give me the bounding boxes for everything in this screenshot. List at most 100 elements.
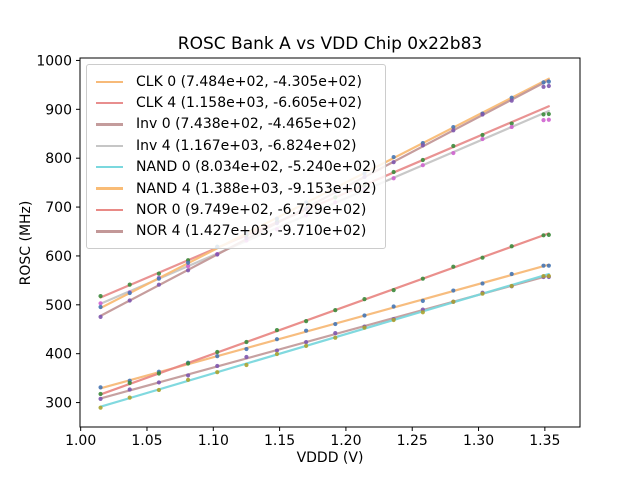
data-point-inv-0 xyxy=(244,354,249,360)
data-point-clk-4 xyxy=(541,112,546,117)
data-point-nand-4 xyxy=(451,124,456,130)
data-point-clk-0 xyxy=(98,385,103,390)
data-point-clk-0 xyxy=(420,298,425,304)
data-point-nor-4 xyxy=(541,84,546,89)
legend-entry-inv-0: Inv 0 (7.438e+02, -4.465e+02) xyxy=(94,114,376,135)
legend-entry-nor-4: NOR 4 (1.427e+03, -9.710e+02) xyxy=(94,221,376,242)
data-point-inv-4 xyxy=(98,301,103,306)
data-point-nor-4 xyxy=(451,128,456,133)
data-point-nor-0 xyxy=(274,327,280,333)
data-point-nor-4 xyxy=(420,143,425,148)
data-point-inv-0 xyxy=(127,387,132,392)
data-point-clk-0 xyxy=(333,321,338,327)
data-point-clk-0 xyxy=(215,354,220,359)
data-point-clk-0 xyxy=(509,271,514,277)
data-point-inv-0 xyxy=(98,396,103,401)
data-point-nand-4 xyxy=(391,154,396,160)
x-tick-label: 1.15 xyxy=(264,433,295,449)
data-point-nor-0 xyxy=(391,288,396,293)
x-tick-label: 1.35 xyxy=(529,433,560,449)
legend-entry-label: NAND 0 (8.034e+02, -5.240e+02) xyxy=(136,159,377,176)
data-point-nor-4 xyxy=(185,268,191,273)
data-point-nor-0 xyxy=(98,391,103,397)
data-point-nor-0 xyxy=(362,297,367,302)
data-point-inv-0 xyxy=(156,380,162,385)
data-point-nand-0 xyxy=(127,395,132,400)
data-point-nor-0 xyxy=(304,318,309,324)
data-point-nand-0 xyxy=(304,343,309,348)
data-point-nand-0 xyxy=(391,317,396,323)
x-tick-label: 1.30 xyxy=(463,433,494,449)
y-tick-label: 400 xyxy=(45,347,72,363)
legend-line-swatch xyxy=(96,230,123,233)
data-point-clk-0 xyxy=(451,288,456,293)
data-point-inv-0 xyxy=(274,348,280,353)
y-tick-label: 800 xyxy=(45,151,72,167)
legend-box: CLK 0 (7.484e+02, -4.305e+02) CLK 4 (1.15… xyxy=(86,64,387,250)
data-point-nand-4 xyxy=(546,79,551,84)
legend-entry-label: Inv 0 (7.438e+02, -4.465e+02) xyxy=(136,116,357,133)
data-point-nand-0 xyxy=(215,370,220,375)
data-point-nand-4 xyxy=(509,95,514,100)
x-tick-label: 1.00 xyxy=(65,433,96,449)
legend-entry-clk-0: CLK 0 (7.484e+02, -4.305e+02) xyxy=(94,71,376,92)
data-point-nor-0 xyxy=(185,361,191,366)
legend-entry-label: NOR 0 (9.749e+02, -6.729e+02) xyxy=(136,202,367,219)
data-point-clk-0 xyxy=(362,313,367,318)
data-point-nor-0 xyxy=(420,276,425,281)
data-point-nor-0 xyxy=(451,264,456,269)
data-point-clk-0 xyxy=(541,263,546,268)
data-point-nor-0 xyxy=(215,349,220,355)
data-point-nand-0 xyxy=(546,273,551,279)
data-point-nor-4 xyxy=(156,282,162,287)
legend-entry-clk-4: CLK 4 (1.158e+03, -6.605e+02) xyxy=(94,92,376,113)
legend-entry-nand-0: NAND 0 (8.034e+02, -5.240e+02) xyxy=(94,157,376,178)
x-axis-label: VDDD (V) xyxy=(296,450,364,466)
data-point-clk-0 xyxy=(546,263,551,268)
legend-entry-inv-4: Inv 4 (1.167e+03, -6.824e+02) xyxy=(94,135,376,156)
data-point-clk-4 xyxy=(391,169,396,175)
data-point-nor-4 xyxy=(546,83,551,89)
data-point-nor-0 xyxy=(541,233,546,238)
data-point-nor-0 xyxy=(156,371,162,376)
fit-line-nand-0 xyxy=(99,272,550,408)
data-point-nor-0 xyxy=(333,307,338,313)
data-point-nand-0 xyxy=(451,299,456,304)
legend-line-swatch xyxy=(96,144,123,148)
data-point-nor-0 xyxy=(127,380,132,386)
x-tick-label: 1.20 xyxy=(330,433,361,449)
data-point-nor-4 xyxy=(215,252,220,257)
data-point-nand-4 xyxy=(156,276,162,281)
data-point-nand-0 xyxy=(333,335,338,340)
axes-frame xyxy=(79,57,581,428)
data-point-clk-4 xyxy=(127,282,132,287)
data-point-nand-4 xyxy=(127,290,132,296)
data-point-clk-4 xyxy=(420,157,425,163)
data-point-nand-0 xyxy=(480,291,485,296)
data-point-nand-0 xyxy=(98,405,103,410)
legend-entry-label: NAND 4 (1.388e+03, -9.153e+02) xyxy=(136,180,377,197)
legend-line-swatch xyxy=(96,101,123,105)
y-tick-label: 500 xyxy=(45,298,72,314)
x-tick-label: 1.25 xyxy=(397,433,428,449)
data-point-inv-0 xyxy=(215,363,220,369)
legend-line-swatch xyxy=(96,80,123,83)
data-point-nor-4 xyxy=(509,98,514,103)
data-point-clk-4 xyxy=(546,111,551,117)
data-point-nand-0 xyxy=(185,377,191,382)
data-point-inv-0 xyxy=(304,340,309,345)
data-point-nor-4 xyxy=(391,160,396,165)
y-tick-label: 1000 xyxy=(36,53,72,69)
data-point-clk-4 xyxy=(480,132,485,138)
chart-title: ROSC Bank A vs VDD Chip 0x22b83 xyxy=(177,34,483,54)
y-axis-label: ROSC (MHz) xyxy=(18,200,34,286)
data-point-clk-4 xyxy=(98,293,103,299)
data-point-nand-0 xyxy=(362,325,367,330)
data-point-inv-0 xyxy=(333,331,338,336)
data-point-inv-4 xyxy=(420,163,425,168)
data-point-nand-0 xyxy=(274,351,280,357)
legend-line-swatch xyxy=(96,208,123,212)
legend-entry-label: NOR 4 (1.427e+03, -9.710e+02) xyxy=(136,223,367,240)
legend-entry-label: CLK 4 (1.158e+03, -6.605e+02) xyxy=(136,95,362,112)
